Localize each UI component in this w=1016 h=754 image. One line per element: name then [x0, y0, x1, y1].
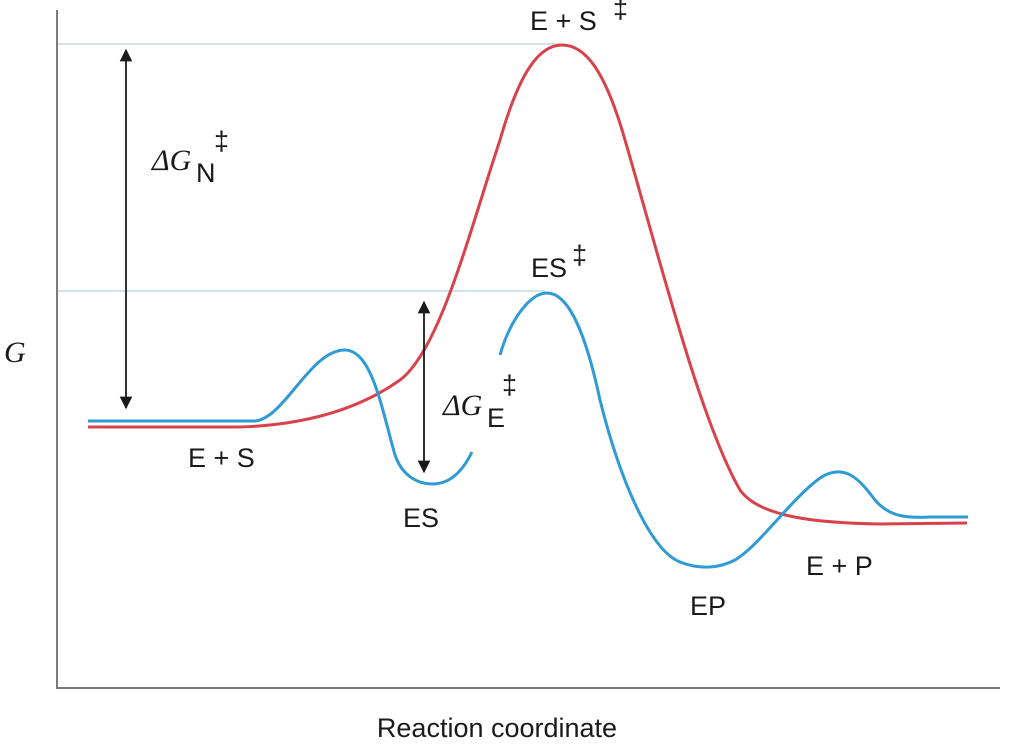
- state-label-e-plus-s: E + S: [188, 443, 255, 473]
- svg-text:‡: ‡: [502, 370, 517, 400]
- catalyzed-barrier-label: ΔG E ‡: [442, 370, 517, 433]
- svg-text:‡: ‡: [572, 240, 587, 270]
- x-axis-label: Reaction coordinate: [377, 713, 617, 743]
- state-label-e-plus-p: E + P: [806, 551, 873, 581]
- y-axis-label: G: [4, 336, 26, 369]
- state-label-es: ES: [403, 503, 439, 533]
- state-label-ep: EP: [690, 591, 726, 621]
- catalyzed-ts-label: ES ‡: [531, 240, 587, 283]
- svg-text:‡: ‡: [613, 0, 628, 24]
- uncatalyzed-barrier-label: ΔG N ‡: [151, 126, 229, 188]
- svg-text:E + S: E + S: [530, 6, 597, 36]
- catalyzed-curve-segment-1: [88, 348, 474, 486]
- svg-text:ΔG: ΔG: [442, 389, 483, 422]
- svg-text:‡: ‡: [214, 126, 229, 156]
- svg-text:ES: ES: [531, 253, 567, 283]
- svg-text:N: N: [196, 158, 216, 188]
- svg-text:ΔG: ΔG: [151, 144, 192, 177]
- catalyzed-curve-segment-2: [498, 291, 968, 569]
- uncatalyzed-ts-label: E + S ‡: [530, 0, 628, 36]
- svg-text:E: E: [487, 403, 505, 433]
- uncatalyzed-curve: [88, 43, 968, 526]
